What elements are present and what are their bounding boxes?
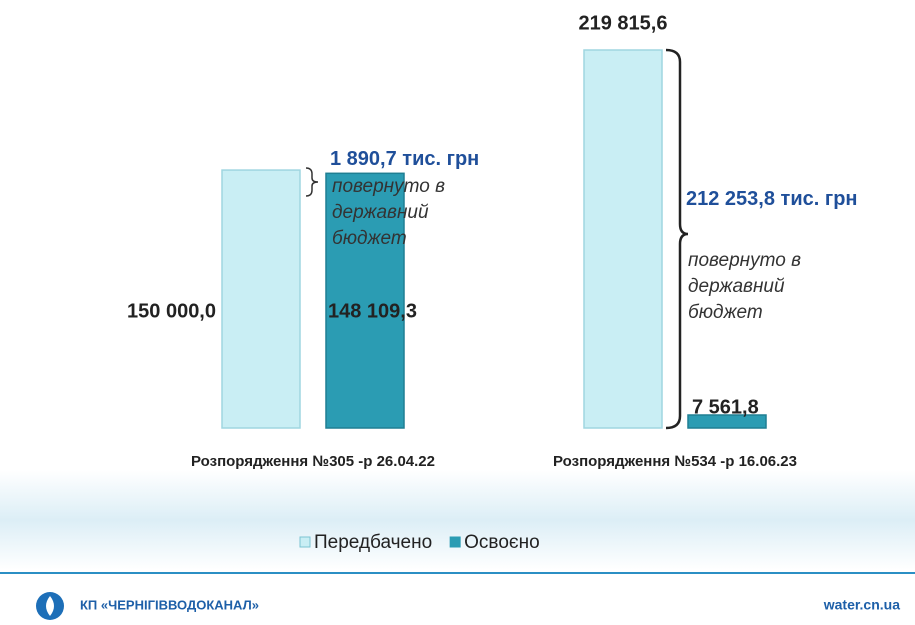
annotation: повернуто в державний бюджет — [332, 174, 445, 252]
annotation: 1 890,7 тис. грн — [330, 148, 479, 171]
bracket — [306, 168, 318, 196]
bar — [222, 170, 300, 428]
value-label: 7 561,8 — [692, 396, 759, 418]
background-wave — [0, 470, 915, 570]
slide: КП «ЧЕРНІГІВВОДОКАНАЛ» water.cn.ua Розпо… — [0, 0, 915, 625]
value-label: 148 109,3 — [328, 300, 417, 322]
logo — [36, 592, 64, 620]
legend-swatch — [300, 537, 310, 547]
footer-site: water.cn.ua — [823, 597, 900, 613]
x-tick-label: Розпорядження №534 -р 16.06.23 — [553, 453, 797, 470]
legend-label: Освоєно — [464, 532, 539, 553]
value-label: 150 000,0 — [127, 300, 216, 322]
annotation: 212 253,8 тис. грн — [686, 188, 857, 211]
legend-label: Передбачено — [314, 532, 432, 553]
x-tick-label: Розпорядження №305 -р 26.04.22 — [191, 453, 435, 470]
bracket — [666, 50, 688, 428]
footer-org: КП «ЧЕРНІГІВВОДОКАНАЛ» — [80, 597, 259, 612]
bar — [584, 50, 662, 428]
legend-swatch — [450, 537, 460, 547]
value-label: 219 815,6 — [579, 12, 668, 34]
annotation: повернуто в державний бюджет — [688, 248, 801, 326]
